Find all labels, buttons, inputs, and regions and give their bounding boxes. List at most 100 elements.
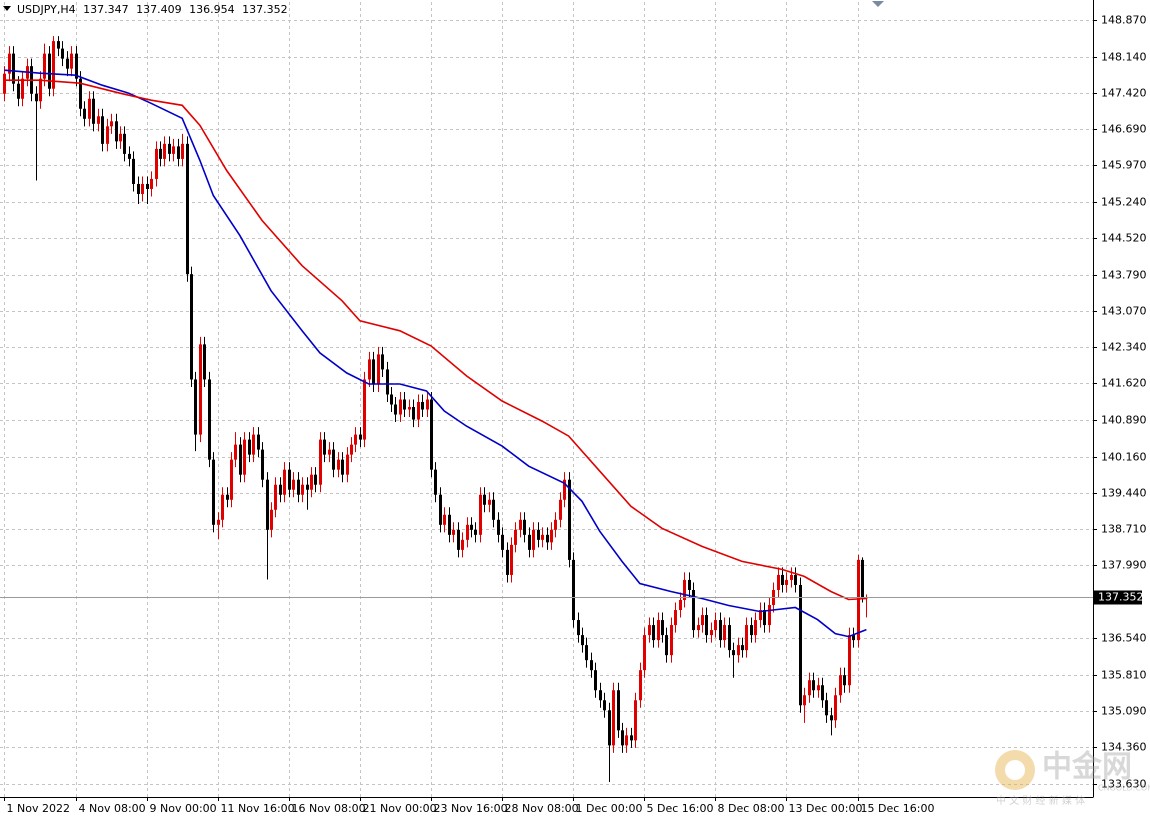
candle-body (572, 559, 575, 621)
candle-body (208, 379, 211, 460)
candle-body (612, 690, 615, 746)
candle-body (75, 53, 78, 79)
candle-body (852, 635, 855, 641)
candle-body (341, 459, 344, 475)
candle-body (692, 589, 695, 631)
candle-body (443, 514, 446, 525)
candle-body (497, 519, 500, 535)
candle-body (679, 600, 682, 611)
candle-body (270, 509, 273, 530)
candle-body (52, 41, 55, 89)
candle-body (812, 680, 815, 691)
candle-body (408, 407, 411, 410)
candle-body (83, 108, 86, 119)
candle-body (506, 549, 509, 575)
y-tick-label: 145.970 (1101, 159, 1147, 172)
candle-body (70, 53, 73, 69)
candle-body (510, 544, 513, 575)
candle-body (488, 499, 491, 505)
candle-body (283, 469, 286, 495)
candle-body (203, 344, 206, 380)
candle-body (190, 274, 193, 380)
y-tick-label: 139.440 (1101, 487, 1147, 500)
candle-body (92, 98, 95, 124)
candle-body (599, 690, 602, 701)
candle-body (737, 645, 740, 656)
candle-body (452, 529, 455, 535)
candle-body (710, 630, 713, 636)
candle-body (426, 399, 429, 410)
candle-body (110, 121, 113, 127)
watermark-logo (995, 750, 1035, 790)
candle-body (194, 379, 197, 435)
candle-body (274, 484, 277, 510)
watermark-site: CNGOLD.COM (1098, 784, 1150, 793)
candle-body (514, 529, 517, 545)
candle-body (528, 534, 531, 550)
candle-body (563, 479, 566, 500)
menu-triangle[interactable] (3, 6, 11, 11)
y-tick-label: 134.360 (1101, 741, 1147, 754)
candle-body (479, 494, 482, 535)
candle-body (177, 146, 180, 159)
candle-body (261, 449, 264, 480)
candle-body (581, 635, 584, 646)
candle-body (568, 479, 571, 560)
candle-body (794, 574, 797, 585)
candle-body (172, 146, 175, 154)
candle-body (292, 479, 295, 490)
candle-body (559, 499, 562, 520)
axes: 148.870 148.140 147.420 146.690 145.970 145.2… (4, 14, 1147, 815)
candle-body (377, 354, 380, 385)
candle-body (625, 735, 628, 746)
candle-body (617, 690, 620, 731)
x-tick-label: 21 Nov 00:00 (363, 802, 437, 815)
candle-body (243, 439, 246, 475)
y-tick-label: 140.160 (1101, 451, 1147, 464)
x-tick-label: 16 Nov 08:00 (292, 802, 366, 815)
candle-body (803, 695, 806, 706)
candle-body (457, 529, 460, 550)
candle-body (608, 710, 611, 746)
candle-body (474, 529, 477, 535)
candle-body (790, 574, 793, 580)
candle-body (323, 439, 326, 455)
candle-body (288, 469, 291, 490)
watermark: 中金网 CNGOLD.COM 中 文 财 经 新 媒 体 (995, 750, 1150, 807)
candle-body (123, 133, 126, 154)
y-tick-label: 135.810 (1101, 669, 1147, 682)
x-tick-label: 4 Nov 08:00 (79, 802, 146, 815)
candle-body (621, 730, 624, 746)
candle-body (66, 58, 69, 69)
candle-body (155, 148, 158, 179)
candle-body (821, 685, 824, 701)
y-tick-label: 143.070 (1101, 305, 1147, 318)
x-tick-label: 15 Dec 16:00 (861, 802, 935, 815)
candle-body (248, 439, 251, 455)
candle-body (634, 700, 637, 741)
candle-body (532, 529, 535, 550)
y-tick-label: 142.340 (1101, 341, 1147, 354)
watermark-slogan: 中 文 财 经 新 媒 体 (996, 794, 1085, 807)
candle-body (630, 735, 633, 741)
candle-body (132, 158, 135, 184)
candle-body (381, 354, 384, 370)
y-tick-label: 133.630 (1101, 778, 1147, 791)
candle-body (61, 48, 64, 59)
candle-body (350, 444, 353, 455)
candle-body (97, 116, 100, 124)
candle-body (146, 183, 149, 189)
shift-marker[interactable] (872, 1, 884, 7)
candle-body (639, 670, 642, 701)
candle-body (546, 534, 549, 543)
candle-body (328, 449, 331, 455)
candle-body (17, 83, 20, 99)
candle-body (306, 484, 309, 490)
candle-body (550, 529, 553, 543)
candle-body (652, 625, 655, 641)
header-close: 137.352 (242, 3, 288, 16)
candle-body (537, 529, 540, 540)
symbol: USDJPY,H4 (17, 3, 76, 16)
candle-body (834, 695, 837, 721)
